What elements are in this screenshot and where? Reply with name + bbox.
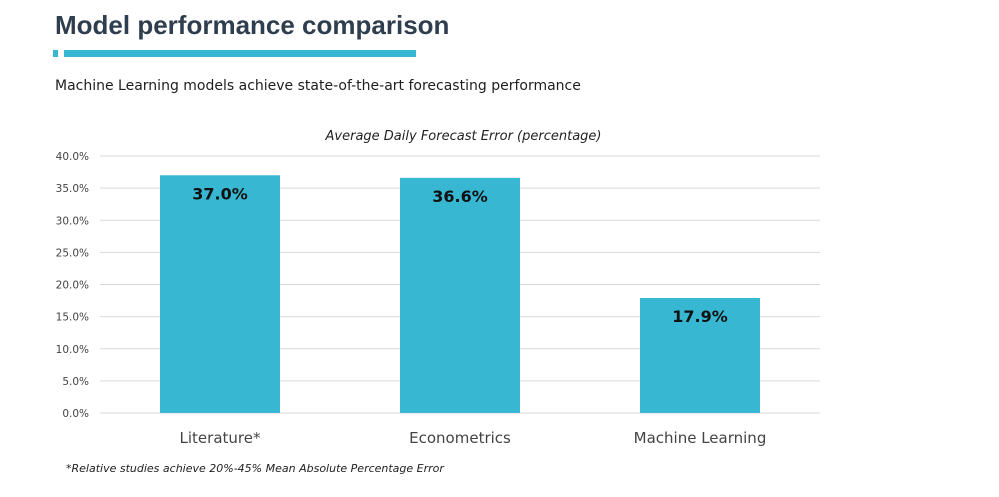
data-label: 37.0% <box>192 184 248 203</box>
x-tick-label: Literature* <box>180 429 261 447</box>
y-tick-label: 10.0% <box>56 344 89 356</box>
y-tick-label: 30.0% <box>56 215 89 227</box>
x-tick-label: Econometrics <box>409 429 511 447</box>
title-accent-mark <box>53 50 58 57</box>
y-tick-label: 0.0% <box>62 408 89 420</box>
y-tick-label: 15.0% <box>56 312 89 324</box>
bar <box>160 175 280 413</box>
bar <box>400 177 520 413</box>
bar <box>640 297 760 413</box>
x-tick-label: Machine Learning <box>634 429 767 447</box>
y-tick-label: 25.0% <box>56 247 89 259</box>
data-label: 17.9% <box>672 307 728 326</box>
page-subtitle: Machine Learning models achieve state-of… <box>55 78 581 94</box>
y-tick-label: 40.0% <box>56 151 89 163</box>
y-tick-label: 5.0% <box>62 376 89 388</box>
chart-title: Average Daily Forecast Error (percentage… <box>325 129 602 144</box>
y-tick-label: 35.0% <box>56 183 89 195</box>
page-title: Model performance comparison <box>55 10 450 40</box>
footnote: *Relative studies achieve 20%-45% Mean A… <box>66 462 444 475</box>
title-underline <box>64 50 416 57</box>
y-tick-label: 20.0% <box>56 280 89 292</box>
data-label: 36.6% <box>432 187 488 206</box>
